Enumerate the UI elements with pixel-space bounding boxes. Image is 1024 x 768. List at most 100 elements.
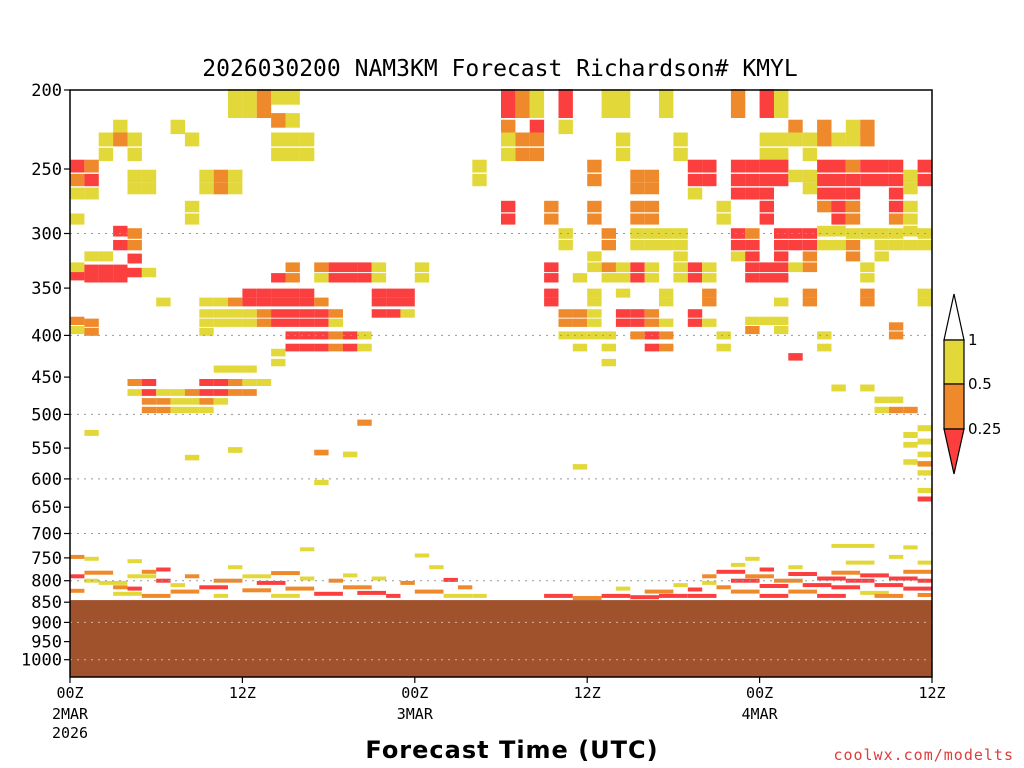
y-tick-label: 850 [31,593,62,613]
y-tick-label: 550 [31,439,62,459]
ri-cell [141,169,157,183]
ri-cell [845,132,861,147]
ri-cell [256,89,272,105]
ri-streak [386,593,401,598]
ground-fill [70,600,932,677]
ri-cell [831,225,846,237]
ri-streak [170,589,200,594]
ri-cell [730,187,746,200]
ri-streak [788,565,803,570]
ri-cell [774,159,789,173]
ri-cell [630,200,645,213]
ri-cell [228,379,243,386]
ri-cell [371,262,387,273]
ri-cell [256,103,272,118]
ri-streak [572,596,602,600]
ri-streak [472,593,487,598]
ri-cell [644,273,660,283]
ri-cell [874,240,889,251]
ri-cell [558,119,573,135]
ri-cell [414,262,430,273]
ri-cell [357,273,372,283]
y-tick-label: 700 [31,525,62,545]
ri-cell [888,213,904,225]
ri-cell [802,240,818,251]
ri-cell [730,228,746,239]
ri-cell [343,343,358,352]
ri-streak [256,580,286,585]
ri-cell [170,119,185,135]
ri-streak [817,576,846,581]
ri-cell [199,379,214,386]
ri-cell [817,119,832,135]
x-tick-label: 00Z [401,684,428,702]
ri-cell [271,318,286,327]
ri-cell [888,240,904,251]
ri-cell [759,103,774,118]
ri-cell [774,326,789,335]
ri-cell [529,103,545,118]
ri-cell [84,159,99,173]
ri-cell [802,288,818,298]
ri-cell [687,159,703,173]
ri-cell [745,316,760,325]
ri-streak [213,593,229,598]
ri-cell [84,187,99,200]
ri-cell [242,365,257,373]
ri-cell [414,273,430,283]
ri-cell [242,318,257,327]
ri-cell [702,173,717,187]
ri-cell [774,297,789,307]
ri-cell [874,406,889,414]
ri-cell [644,343,660,352]
ri-cell [84,327,99,336]
ri-cell [831,384,846,392]
ri-cell [558,228,573,239]
y-tick-label: 300 [31,225,62,245]
ri-cell [371,309,387,318]
ri-cell [774,228,789,239]
ri-cell [228,389,243,396]
ri-cell [271,358,286,367]
ri-cell [659,288,674,298]
ri-streak [759,567,774,572]
ri-streak [831,543,875,548]
ri-cell [572,331,588,340]
ri-cell [630,273,645,283]
ri-cell [70,316,85,325]
ri-streak [860,573,889,578]
ri-streak [788,572,817,576]
ri-cell [184,200,200,213]
ri-cell [759,132,774,147]
ri-cell [817,225,832,237]
ri-streak [314,591,343,596]
x-tick-label: 00Z [746,684,773,702]
ri-cell [615,147,631,162]
ri-cell [759,187,774,200]
ri-cell [285,331,300,340]
ri-cell [213,309,229,318]
ri-cell [314,297,329,307]
ri-cell [644,169,660,183]
ri-cell [127,147,142,162]
ri-streak [903,569,932,574]
ri-cell [888,159,904,173]
ri-cell [529,147,545,162]
legend-bin-mid-low [943,383,965,430]
ri-cell [199,297,214,307]
ri-cell [271,348,286,357]
ri-cell [745,240,760,251]
ri-streak [84,556,99,561]
ri-cell [228,318,243,327]
ri-cell [501,119,516,135]
ri-cell [615,89,631,105]
ri-cell [400,297,415,307]
ri-cell [343,451,358,458]
ri-cell [745,187,760,200]
ri-cell [343,262,358,273]
ri-cell [213,389,229,396]
ri-cell [299,331,315,340]
ri-cell [601,331,616,340]
ri-cell [371,273,387,283]
ri-cell [529,132,545,147]
